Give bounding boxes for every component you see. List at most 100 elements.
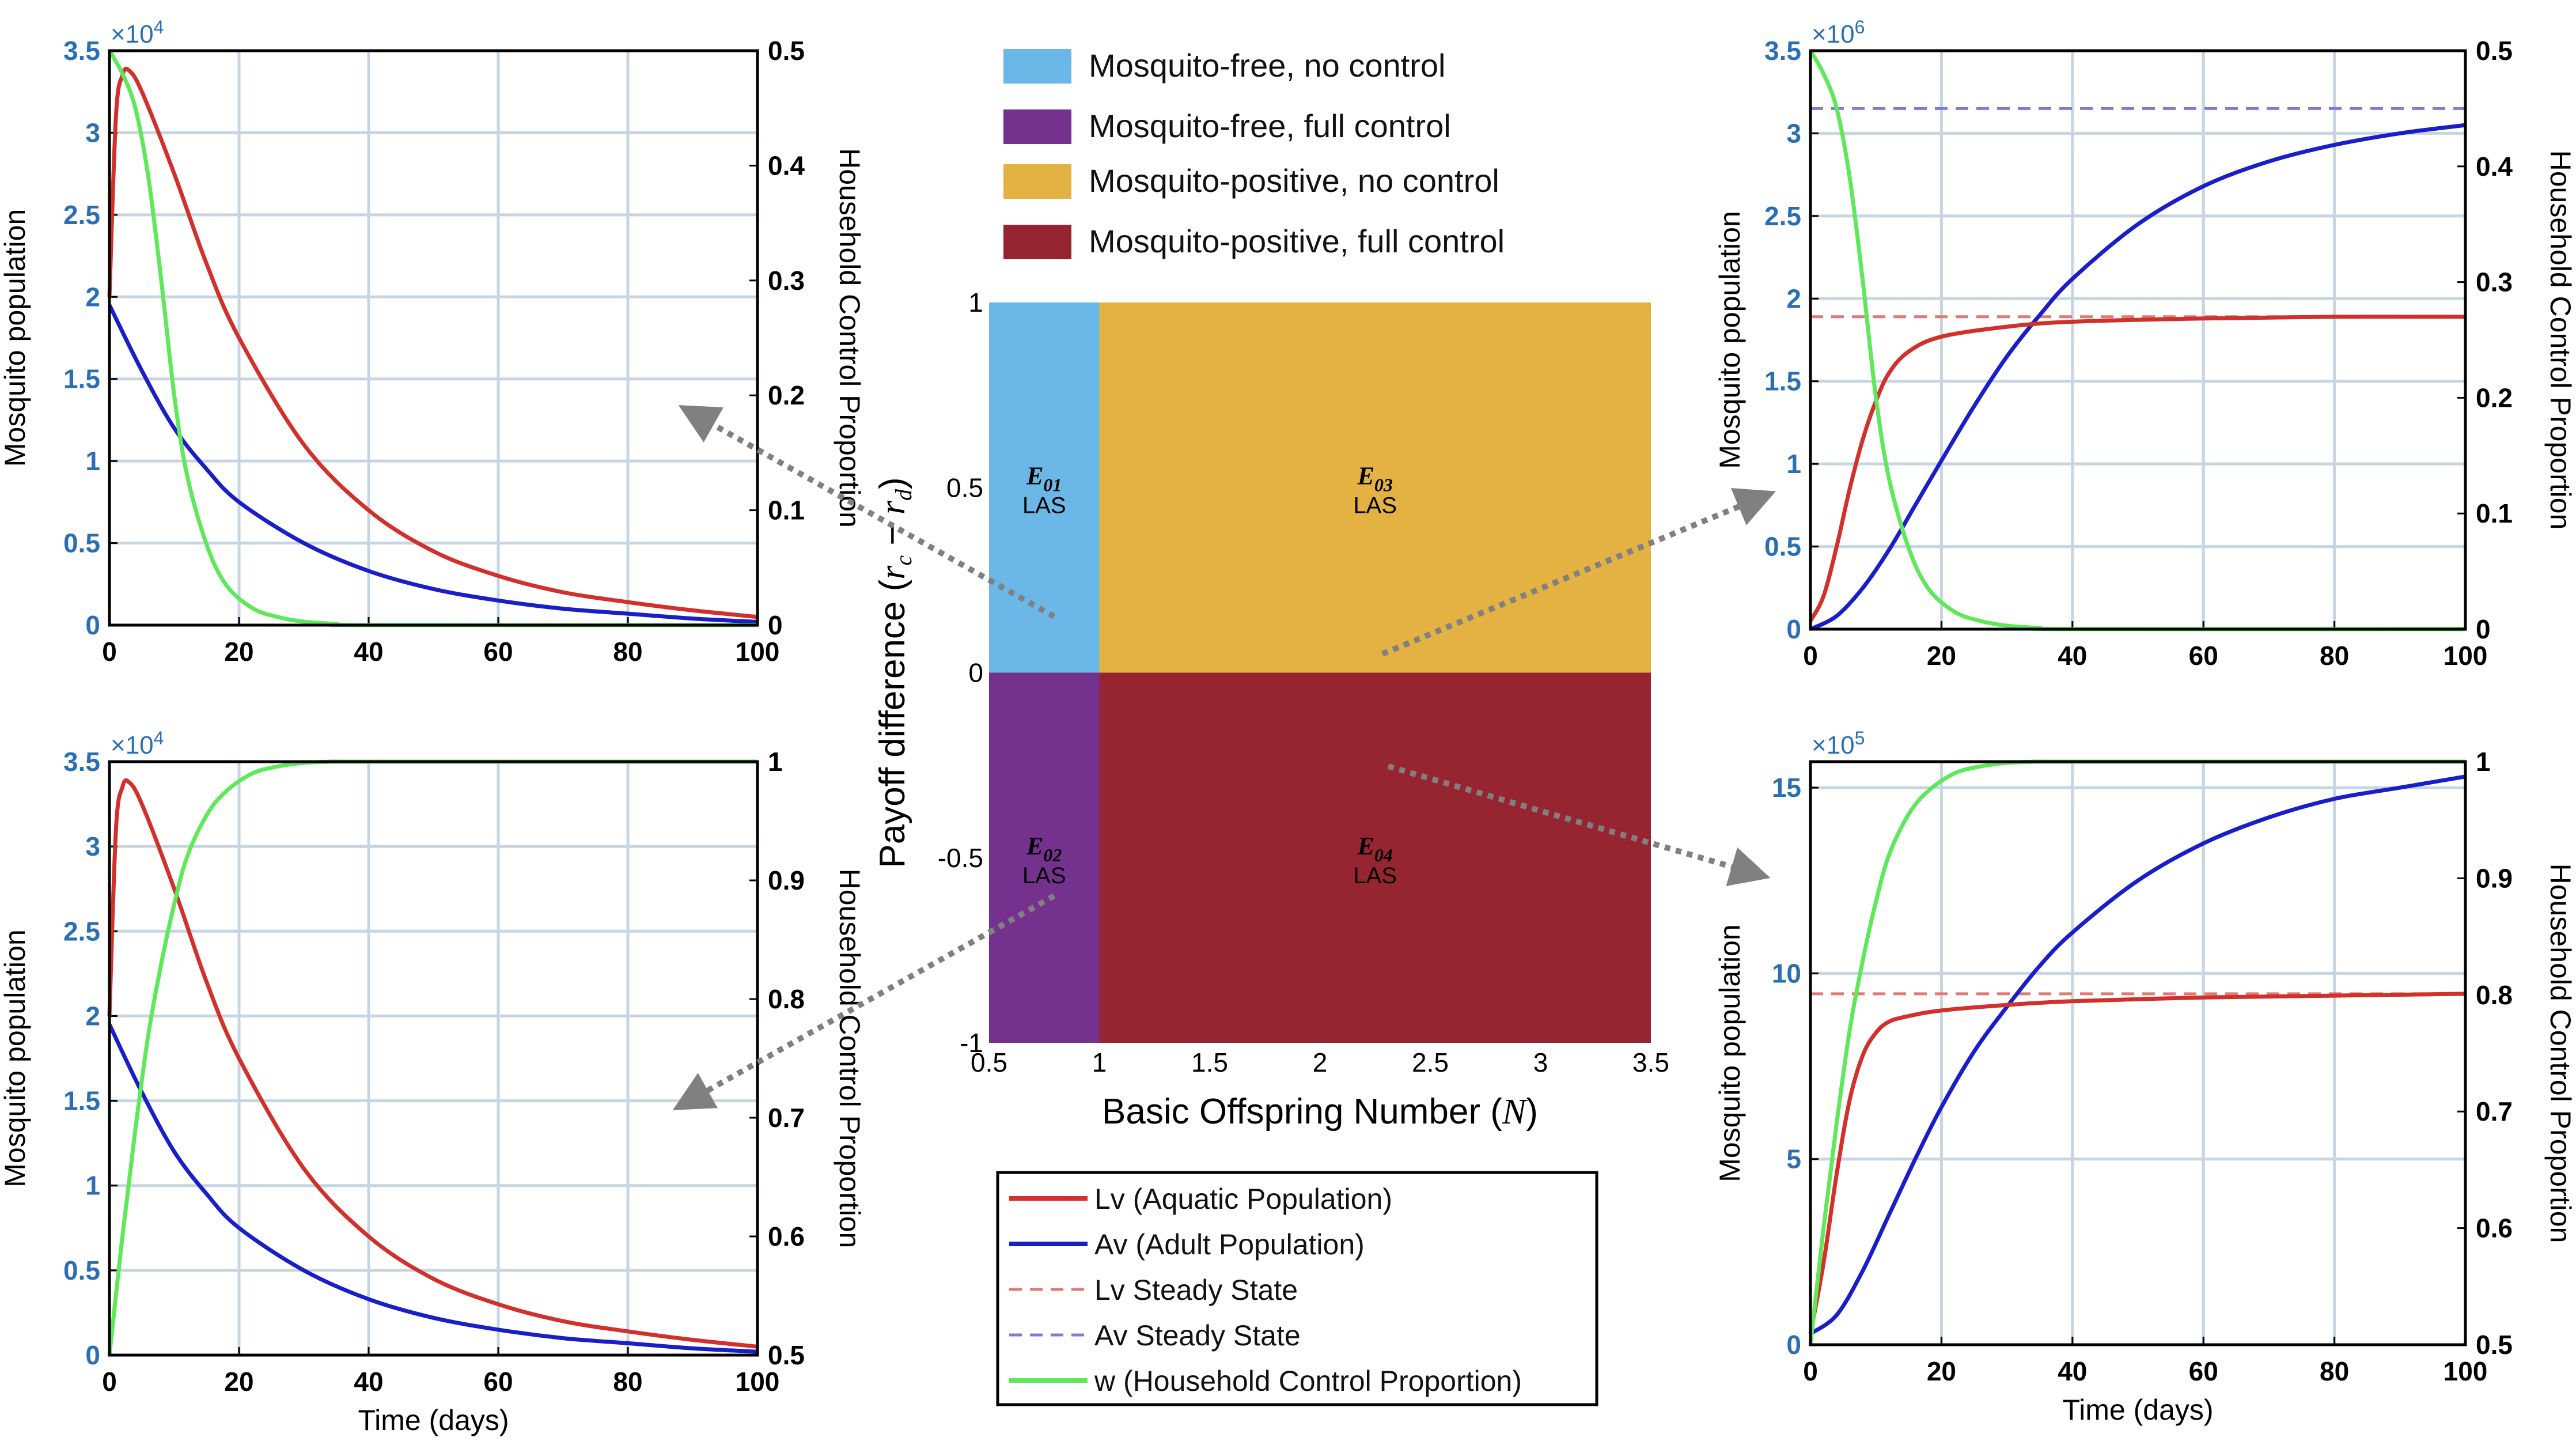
center-y-tick: -0.5 [938, 843, 983, 873]
region-status: LAS [1022, 493, 1066, 518]
center-x-tick: 3.5 [1632, 1047, 1669, 1077]
axes-box [108, 49, 759, 627]
y-tick-label: 1.5 [1764, 366, 1801, 396]
y-tick-label: 0 [85, 1340, 100, 1370]
x-tick-label: 100 [2444, 1356, 2488, 1386]
center-y-tick: 0.5 [946, 472, 983, 502]
axis-multiplier: ×106 [1812, 17, 1865, 48]
legend-swatch [1003, 109, 1071, 144]
region-E03 [1099, 302, 1651, 673]
panel-tr: 0 20 40 60 80 10000.511.522.533.500.10.20.30.… [1714, 17, 2576, 671]
x-tick-label: 20 [224, 1367, 253, 1397]
x-tick-label: 60 [483, 637, 513, 667]
center-x-tick: 0.5 [971, 1047, 1007, 1077]
y-tick-label: 0 [1786, 614, 1801, 644]
y-axis-label: Mosquito population [0, 209, 31, 467]
panel-bl: 0 20 40 60 80 100 0 0.5 1 1.5 2 2.5 3 3.5 0.5 0.6 0.7 0.8… [0, 728, 866, 1436]
center-x-tick: 1 [1092, 1047, 1107, 1077]
y2-axis-label: Household Control Proportion [2544, 150, 2576, 530]
y-tick-label: 3.5 [63, 36, 100, 66]
y2-tick-label: 0.6 [2476, 1213, 2513, 1243]
y-tick-label: 5 [1786, 1144, 1801, 1174]
x-tick-label: 20 [224, 637, 253, 667]
axes-box [1809, 760, 2467, 1346]
legend-equilibria: Mosquito-free, no control Mosquito-free, … [1003, 47, 1505, 259]
y2-tick-label: 0.3 [768, 266, 805, 296]
series-lv [1808, 992, 2466, 1334]
y-tick-label: 15 [1772, 773, 1801, 803]
region-label-subscript: 04 [1374, 845, 1393, 865]
axes-box [108, 760, 759, 1357]
y-label-close: ) [873, 477, 912, 489]
y-axis-label: Mosquito population [1714, 211, 1746, 469]
legend-lines: Lv (Aquatic Population) Av (Adult Populat… [996, 1171, 1598, 1406]
legend-label: Mosquito-free, no control [1089, 47, 1445, 84]
series-w [107, 759, 757, 1356]
x-tick-label: 100 [736, 1367, 780, 1397]
region-label-subscript: 01 [1043, 474, 1062, 495]
legend-line-label: w (Household Control Proportion) [1094, 1365, 1522, 1397]
y2-tick-label: 0.5 [2476, 36, 2513, 66]
y2-tick-label: 1 [768, 747, 783, 777]
y2-tick-label: 0 [2476, 614, 2491, 644]
x-tick-label: 60 [2189, 641, 2218, 671]
series-lv [107, 778, 758, 1349]
x-tick-label: 0 [1803, 641, 1818, 671]
y-tick-label: 1 [1786, 449, 1801, 479]
series-av [107, 304, 758, 624]
series-av [1809, 123, 2466, 631]
pointer-arrow [672, 893, 1056, 1110]
y-label-r: r [873, 565, 912, 580]
series-lv [107, 66, 758, 619]
x-tick-label: 20 [1927, 641, 1956, 671]
series-av [107, 1023, 758, 1354]
center-x-label-close: ) [1526, 1092, 1538, 1132]
y-tick-label: 3 [85, 118, 100, 147]
y2-tick-label: 0.2 [2476, 383, 2513, 413]
axis-multiplier-exponent: 4 [154, 728, 164, 748]
axis-multiplier-exponent: 4 [154, 17, 164, 37]
y2-tick-label: 0.8 [768, 984, 805, 1014]
y2-tick-label: 0.1 [2476, 498, 2513, 528]
y2-tick-label: 0.5 [2476, 1330, 2513, 1360]
y-label-d: d [891, 489, 916, 501]
pointer-arrow [1387, 763, 1771, 886]
center-x-tick: 3 [1533, 1047, 1548, 1077]
y-tick-label: 0.5 [63, 1255, 100, 1285]
y-tick-label: 0 [1786, 1330, 1801, 1360]
center-x-tick: 2.5 [1412, 1047, 1449, 1077]
y2-tick-label: 0.9 [768, 865, 805, 895]
pointer-arrow [1381, 488, 1776, 657]
center-x-tick: 2 [1313, 1047, 1328, 1077]
legend-label: Mosquito-positive, no control [1089, 162, 1499, 199]
legend-label: Mosquito-positive, full control [1089, 223, 1505, 259]
axis-multiplier: ×105 [1812, 728, 1865, 759]
y2-tick-label: 0.3 [2476, 267, 2513, 297]
panels: 0 20 40 60 80 10000.511.522.533.500.10.20.30.… [0, 17, 2576, 1436]
y-tick-label: 2.5 [1764, 201, 1801, 231]
series-w [107, 50, 758, 627]
y-tick-label: 3.5 [1764, 36, 1801, 66]
x-tick-label: 100 [2444, 641, 2488, 671]
center-y-tick: -1 [960, 1028, 983, 1058]
y2-tick-label: 0.6 [768, 1221, 805, 1251]
series-w [1808, 759, 2465, 1345]
region-E02 [989, 672, 1100, 1043]
y-tick-label: 1 [85, 1171, 100, 1201]
legend-line-label: Lv Steady State [1094, 1274, 1298, 1306]
x-tick-label: 40 [354, 637, 383, 667]
region-E04 [1099, 672, 1651, 1043]
y2-tick-label: 1 [2476, 747, 2491, 777]
x-tick-label: 40 [2058, 1356, 2087, 1386]
y-axis-label: Mosquito population [0, 929, 31, 1187]
y2-axis-label: Household Control Proportion [834, 148, 866, 528]
center-x-label-N: N [1502, 1092, 1528, 1132]
axes-box [1809, 49, 2467, 631]
legend-line-label: Lv (Aquatic Population) [1094, 1183, 1392, 1215]
y2-tick-label: 0.7 [768, 1103, 805, 1133]
y2-tick-label: 0.1 [768, 495, 805, 525]
y-tick-label: 10 [1772, 958, 1801, 988]
x-tick-label: 0 [1803, 1356, 1818, 1386]
x-axis-label: Time (days) [2062, 1394, 2213, 1426]
